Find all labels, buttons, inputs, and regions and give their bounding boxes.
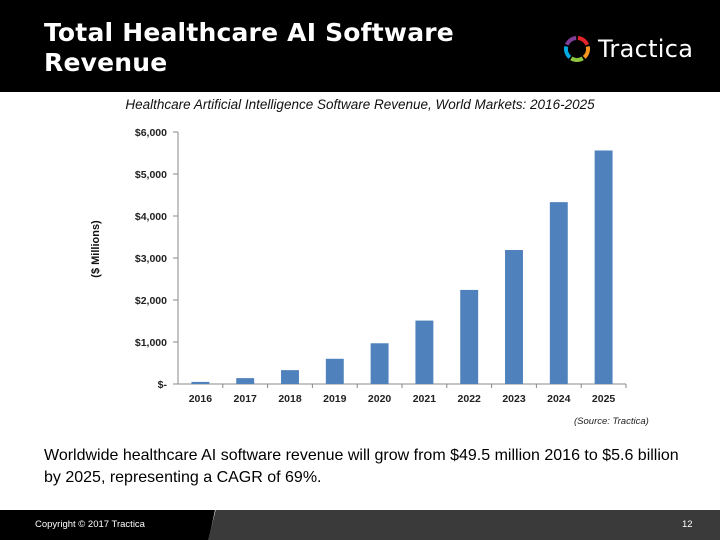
x-tick-label: 2017 (234, 393, 258, 405)
y-axis: $- $1,000 $2,000 $3,000 $4,000 $5,000 $6,000 (135, 127, 179, 391)
bar-2018 (281, 370, 299, 384)
y-tick-label: $2,000 (135, 295, 167, 307)
y-tick-label: $1,000 (135, 337, 167, 349)
bar-2024 (549, 202, 568, 384)
x-tick-label: 2016 (189, 393, 213, 405)
logo: Tractica (562, 32, 693, 66)
bar-2017 (236, 378, 255, 384)
x-axis: 2016 2017 2018 2019 2020 2021 2022 2023 2024 2025 (178, 383, 627, 405)
bar-2023 (505, 250, 523, 384)
slide-title: Total Healthcare AI Software Revenue (44, 18, 454, 77)
footer-bar (208, 510, 720, 540)
x-tick-label: 2021 (413, 393, 437, 405)
bar-2019 (325, 358, 344, 384)
tractica-logo-icon (564, 36, 590, 62)
x-tick-label: 2022 (458, 393, 482, 405)
y-tick-label: $6,000 (135, 127, 167, 139)
bar-2022 (460, 289, 479, 384)
x-tick-label: 2025 (592, 393, 616, 405)
summary-text: Worldwide healthcare AI software revenue… (44, 447, 679, 486)
title-bar (0, 0, 720, 92)
chart-title: Healthcare Artificial Intelligence Softw… (125, 97, 595, 112)
copyright: Copyright © 2017 Tractica (35, 519, 145, 530)
bar-series (191, 150, 613, 384)
x-tick-label: 2024 (547, 393, 571, 405)
bar-chart: $- $1,000 $2,000 $3,000 $4,000 $5,000 $6,000 2… (90, 127, 627, 405)
bar-2020 (370, 343, 389, 384)
y-tick-label: $4,000 (135, 211, 167, 223)
y-tick-label: $3,000 (135, 253, 167, 265)
bar-2025 (594, 150, 613, 384)
x-tick-label: 2018 (278, 393, 302, 405)
y-axis-label: ($ Millions) (90, 220, 102, 278)
y-tick-label: $- (158, 379, 168, 391)
y-tick-label: $5,000 (135, 169, 167, 181)
source-note: (Source: Tractica) (574, 416, 649, 427)
footer-left (0, 510, 215, 540)
x-tick-label: 2023 (502, 393, 526, 405)
logo-text: Tractica (598, 35, 694, 63)
bar-2021 (415, 320, 434, 384)
x-tick-label: 2019 (323, 393, 347, 405)
page-number: 12 (682, 519, 693, 530)
bar-2016 (191, 381, 210, 384)
x-tick-label: 2020 (368, 393, 392, 405)
